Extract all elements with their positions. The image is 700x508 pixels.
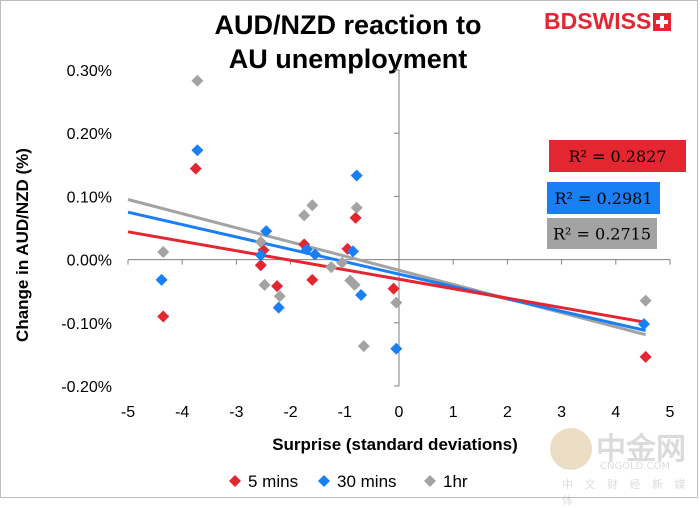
r2-label-5-mins: R² = 0.2827	[568, 147, 666, 166]
r2-box-1hr	[547, 218, 657, 249]
axes	[127, 69, 671, 387]
point-1hr	[357, 340, 370, 353]
point-30-mins	[191, 144, 204, 157]
point-1hr	[336, 256, 349, 269]
point-5-mins	[254, 259, 267, 272]
point-1hr	[390, 296, 403, 309]
point-5-mins	[189, 162, 202, 175]
point-1hr	[298, 209, 311, 222]
point-30-mins	[254, 249, 267, 262]
x-tick-label: -2	[283, 404, 297, 421]
x-tick-label: 0	[395, 404, 404, 421]
x-tick-label: -5	[121, 404, 135, 421]
x-tick-label: 1	[449, 404, 458, 421]
swiss-cross-icon	[653, 13, 672, 31]
legend-marker-30-mins	[318, 475, 330, 487]
chart-title-line-2: AU unemployment	[229, 44, 468, 74]
y-tick-label: 0.00%	[67, 253, 112, 270]
x-tick-label: 4	[611, 404, 620, 421]
logo-text-bd: BD	[544, 8, 578, 34]
point-1hr	[639, 294, 652, 307]
r2-box-5-mins	[549, 140, 686, 172]
bdswiss-logo: BDSWISS	[544, 8, 672, 35]
y-tick-label: 0.20%	[67, 126, 112, 143]
point-30-mins	[300, 243, 313, 256]
point-5-mins	[349, 211, 362, 224]
point-30-mins	[155, 273, 168, 286]
data-points	[155, 74, 652, 363]
point-5-mins	[157, 310, 170, 323]
y-tick-label: -0.10%	[61, 316, 112, 333]
legend-label-30-mins: 30 mins	[337, 472, 397, 491]
y-axis-title: Change in AUD/NZD (%)	[13, 148, 32, 342]
chart-frame	[0, 0, 698, 498]
legend-label-5-mins: 5 mins	[248, 472, 298, 491]
r2-box-30-mins	[547, 182, 660, 214]
point-30-mins	[350, 169, 363, 182]
point-1hr	[306, 199, 319, 212]
point-1hr	[350, 201, 363, 214]
legend-label-1hr: 1hr	[443, 472, 468, 491]
point-5-mins	[306, 273, 319, 286]
point-5-mins	[639, 350, 652, 363]
point-1hr	[273, 290, 286, 303]
legend-marker-1hr	[424, 475, 436, 487]
point-5-mins	[271, 280, 284, 293]
legend-marker-5-mins	[229, 475, 241, 487]
x-tick-label: -3	[229, 404, 243, 421]
x-tick-label: -1	[338, 404, 352, 421]
point-5-mins	[387, 282, 400, 295]
point-1hr	[191, 74, 204, 87]
point-30-mins	[637, 318, 650, 331]
x-tick-label: 5	[666, 404, 675, 421]
point-1hr	[325, 261, 338, 274]
r2-label-30-mins: R² = 0.2981	[554, 189, 652, 208]
point-30-mins	[355, 288, 368, 301]
r2-label-1hr: R² = 0.2715	[553, 225, 651, 244]
point-30-mins	[308, 248, 321, 261]
x-tick-label: -4	[175, 404, 189, 421]
point-1hr	[157, 246, 170, 259]
y-tick-label: 0.30%	[67, 63, 112, 80]
point-1hr	[348, 278, 361, 291]
point-30-mins	[346, 245, 359, 258]
trendline-30-mins	[127, 210, 646, 332]
tick-labels: -5 -4 -3 -2 -1 0 1 2 3 4 5 -0.20% -0.10% 0.00% 0.10% 0.…	[61, 63, 674, 421]
x-tick-label: 3	[557, 404, 566, 421]
r-squared-labels: R² = 0.2827 R² = 0.2981 R² = 0.2715	[547, 140, 686, 249]
y-tick-label: -0.20%	[61, 379, 112, 396]
point-30-mins	[260, 225, 273, 238]
trendline-5-mins	[127, 230, 646, 324]
point-1hr	[254, 235, 267, 248]
legend: 5 mins 30 mins 1hr	[229, 472, 468, 491]
chart-title-line-1: AUD/NZD reaction to	[214, 10, 481, 40]
point-30-mins	[272, 301, 285, 314]
point-1hr	[258, 278, 271, 291]
x-axis-title: Surprise (standard deviations)	[272, 435, 518, 454]
x-tick-label: 2	[503, 404, 512, 421]
point-30-mins	[390, 342, 403, 355]
trend-lines	[127, 198, 646, 337]
logo-text-swiss: SWISS	[577, 8, 652, 34]
y-tick-label: 0.10%	[67, 189, 112, 206]
